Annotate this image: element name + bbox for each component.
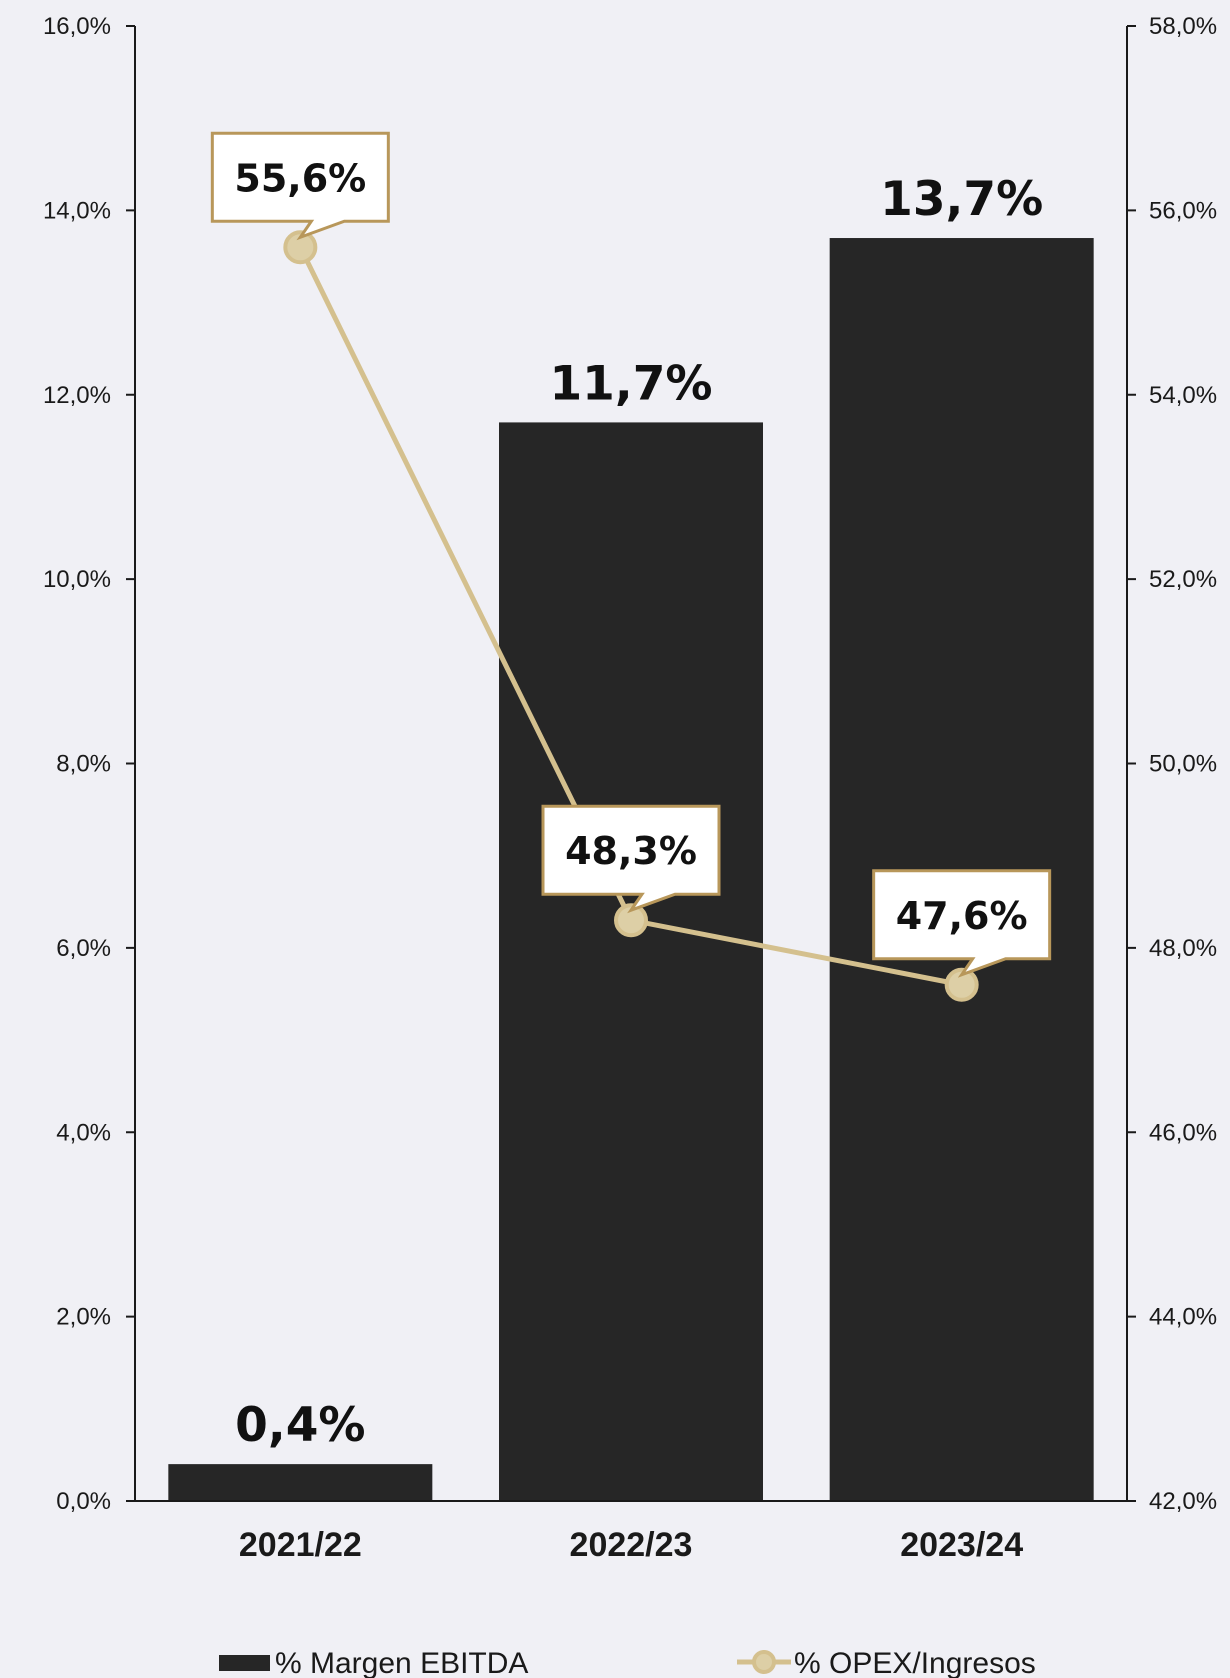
left-tick-label: 10,0% bbox=[43, 566, 111, 593]
left-tick-label: 4,0% bbox=[56, 1119, 111, 1146]
bar-value-labels: 0,4% 11,7% 13,7% bbox=[235, 172, 1043, 1453]
callout-value-label: 48,3% bbox=[565, 829, 697, 873]
left-tick-label: 6,0% bbox=[56, 935, 111, 962]
bar-value-label: 13,7% bbox=[880, 172, 1043, 227]
right-tick-label: 44,0% bbox=[1149, 1304, 1217, 1331]
right-tick-label: 48,0% bbox=[1149, 935, 1217, 962]
right-tick-label: 58,0% bbox=[1149, 13, 1217, 40]
right-axis-ticks: 42,0% 44,0% 46,0% 48,0% 50,0% 52,0% 54,0% 56,0%… bbox=[1127, 13, 1217, 1515]
bar-ebitda bbox=[499, 422, 763, 1501]
callout-value-label: 55,6% bbox=[234, 156, 366, 200]
callout-box bbox=[210, 131, 390, 241]
category-label: 2022/23 bbox=[570, 1526, 693, 1564]
line-marker bbox=[614, 903, 648, 938]
right-tick-label: 56,0% bbox=[1149, 197, 1217, 224]
legend-label-opex: % OPEX/Ingresos bbox=[794, 1647, 1036, 1678]
right-tick-label: 52,0% bbox=[1149, 566, 1217, 593]
legend-line-marker bbox=[752, 1650, 776, 1674]
callout-box bbox=[872, 869, 1052, 978]
left-tick-label: 16,0% bbox=[43, 13, 111, 40]
line-callouts: 55,6% 48,3% 47,6% bbox=[210, 131, 1052, 978]
bar-value-label: 11,7% bbox=[549, 356, 712, 411]
category-labels: 2021/22 2022/23 2023/24 bbox=[239, 1526, 1023, 1564]
right-tick-label: 42,0% bbox=[1149, 1488, 1217, 1515]
legend: % Margen EBITDA % OPEX/Ingresos bbox=[219, 1647, 1036, 1678]
left-tick-label: 8,0% bbox=[56, 751, 111, 778]
left-tick-label: 12,0% bbox=[43, 382, 111, 409]
category-label: 2021/22 bbox=[239, 1526, 362, 1564]
line-marker bbox=[283, 230, 318, 265]
legend-bar-swatch bbox=[219, 1655, 270, 1671]
left-tick-label: 2,0% bbox=[56, 1304, 111, 1331]
category-label: 2023/24 bbox=[900, 1526, 1023, 1564]
legend-label-ebitda: % Margen EBITDA bbox=[275, 1647, 528, 1678]
line-series-layer bbox=[283, 230, 979, 1002]
left-tick-label: 14,0% bbox=[43, 197, 111, 224]
line-marker bbox=[944, 967, 979, 1002]
left-axis-ticks: 0,0% 2,0% 4,0% 6,0% 8,0% 10,0% 12,0% 14,0% 16,0% bbox=[43, 13, 135, 1515]
bar-ebitda bbox=[168, 1464, 433, 1501]
callout-value-label: 47,6% bbox=[896, 894, 1028, 938]
right-tick-label: 50,0% bbox=[1149, 751, 1217, 778]
right-tick-label: 46,0% bbox=[1149, 1119, 1217, 1146]
left-tick-label: 0,0% bbox=[56, 1488, 111, 1515]
callout-box bbox=[541, 804, 721, 914]
right-tick-label: 54,0% bbox=[1149, 382, 1217, 409]
bar-value-label: 0,4% bbox=[235, 1398, 365, 1453]
